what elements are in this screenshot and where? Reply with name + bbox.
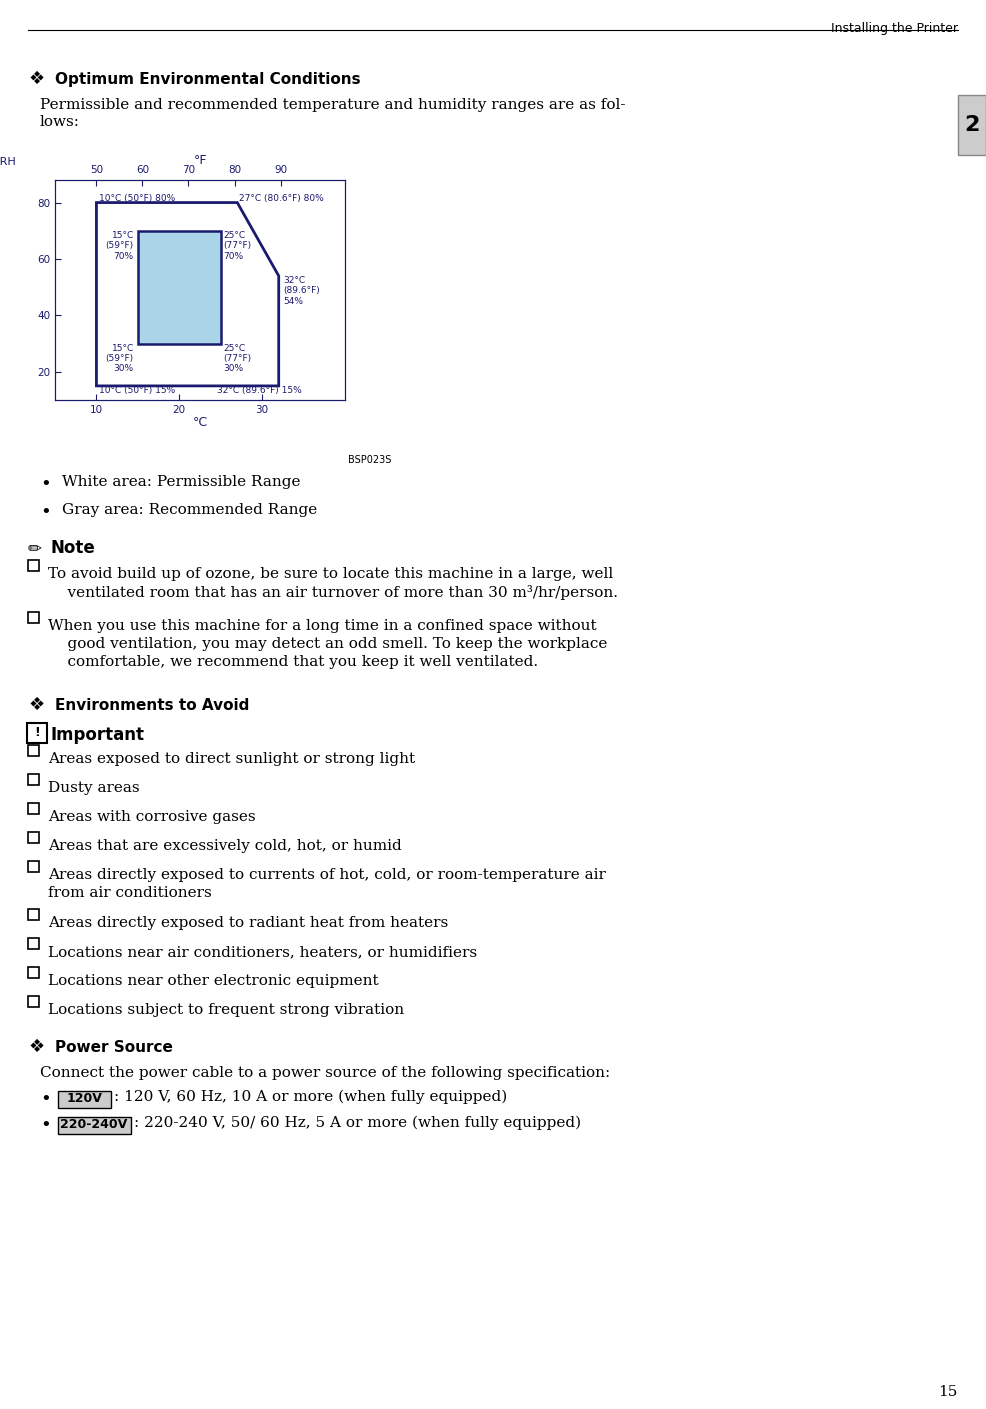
Y-axis label: %RH: %RH: [0, 156, 16, 166]
Text: ✏: ✏: [28, 540, 41, 557]
FancyBboxPatch shape: [28, 861, 39, 872]
Text: Areas that are excessively cold, hot, or humid: Areas that are excessively cold, hot, or…: [48, 838, 401, 852]
Text: 15°C
(59°F)
30%: 15°C (59°F) 30%: [106, 344, 134, 373]
FancyBboxPatch shape: [57, 1116, 130, 1133]
FancyBboxPatch shape: [28, 967, 39, 978]
Text: Installing the Printer: Installing the Printer: [831, 23, 958, 35]
Text: ❖: ❖: [28, 696, 44, 714]
Text: Gray area: Recommended Range: Gray area: Recommended Range: [62, 503, 317, 517]
Text: 220-240V: 220-240V: [60, 1119, 127, 1131]
Text: 25°C
(77°F)
30%: 25°C (77°F) 30%: [223, 344, 251, 373]
Text: : 120 V, 60 Hz, 10 A or more (when fully equipped): : 120 V, 60 Hz, 10 A or more (when fully…: [114, 1091, 507, 1105]
FancyBboxPatch shape: [28, 612, 39, 623]
Text: 120V: 120V: [66, 1092, 102, 1106]
FancyBboxPatch shape: [28, 745, 39, 757]
Text: 32°C
(89.6°F)
54%: 32°C (89.6°F) 54%: [283, 276, 319, 306]
Bar: [138, 231, 221, 344]
Text: 27°C (80.6°F) 80%: 27°C (80.6°F) 80%: [239, 193, 323, 203]
FancyBboxPatch shape: [27, 723, 47, 743]
Text: 15: 15: [939, 1385, 958, 1399]
Text: Locations near other electronic equipment: Locations near other electronic equipmen…: [48, 974, 379, 988]
X-axis label: °F: °F: [193, 154, 207, 166]
Text: Areas directly exposed to radiant heat from heaters: Areas directly exposed to radiant heat f…: [48, 916, 449, 930]
Text: 32°C (89.6°F) 15%: 32°C (89.6°F) 15%: [217, 386, 302, 395]
Text: 2: 2: [964, 116, 980, 135]
Text: ❖: ❖: [28, 1038, 44, 1055]
Polygon shape: [97, 203, 279, 386]
Text: Power Source: Power Source: [55, 1040, 173, 1055]
Text: Important: Important: [50, 726, 144, 744]
Text: 15°C
(59°F)
70%: 15°C (59°F) 70%: [106, 231, 134, 261]
Text: Note: Note: [50, 540, 95, 557]
Text: •: •: [40, 1116, 50, 1134]
Text: ❖: ❖: [28, 70, 44, 87]
Text: BSP023S: BSP023S: [348, 455, 391, 465]
Text: Areas directly exposed to currents of hot, cold, or room-temperature air
from ai: Areas directly exposed to currents of ho…: [48, 868, 605, 900]
Text: Areas exposed to direct sunlight or strong light: Areas exposed to direct sunlight or stro…: [48, 752, 415, 766]
FancyBboxPatch shape: [28, 559, 39, 571]
Text: !: !: [35, 727, 39, 740]
Text: 25°C
(77°F)
70%: 25°C (77°F) 70%: [223, 231, 251, 261]
Text: Locations near air conditioners, heaters, or humidifiers: Locations near air conditioners, heaters…: [48, 945, 477, 960]
Text: Environments to Avoid: Environments to Avoid: [55, 697, 249, 713]
Text: Optimum Environmental Conditions: Optimum Environmental Conditions: [55, 72, 361, 87]
Text: To avoid build up of ozone, be sure to locate this machine in a large, well
    : To avoid build up of ozone, be sure to l…: [48, 566, 618, 600]
Text: Areas with corrosive gases: Areas with corrosive gases: [48, 810, 255, 824]
Text: •: •: [40, 503, 50, 521]
Text: •: •: [40, 1091, 50, 1107]
Text: 10°C (50°F) 80%: 10°C (50°F) 80%: [99, 193, 176, 203]
Text: Connect the power cable to a power source of the following specification:: Connect the power cable to a power sourc…: [40, 1067, 610, 1081]
Text: Locations subject to frequent strong vibration: Locations subject to frequent strong vib…: [48, 1003, 404, 1017]
Text: 10°C (50°F) 15%: 10°C (50°F) 15%: [99, 386, 176, 395]
Text: •: •: [40, 475, 50, 493]
Text: Permissible and recommended temperature and humidity ranges are as fol-
lows:: Permissible and recommended temperature …: [40, 99, 625, 130]
FancyBboxPatch shape: [28, 803, 39, 814]
Text: White area: Permissible Range: White area: Permissible Range: [62, 475, 301, 489]
FancyBboxPatch shape: [28, 774, 39, 785]
FancyBboxPatch shape: [28, 996, 39, 1007]
FancyBboxPatch shape: [28, 909, 39, 920]
FancyBboxPatch shape: [28, 938, 39, 950]
FancyBboxPatch shape: [28, 831, 39, 843]
FancyBboxPatch shape: [958, 94, 986, 155]
Text: : 220-240 V, 50/ 60 Hz, 5 A or more (when fully equipped): : 220-240 V, 50/ 60 Hz, 5 A or more (whe…: [134, 1116, 581, 1130]
Text: Dusty areas: Dusty areas: [48, 781, 140, 795]
FancyBboxPatch shape: [57, 1091, 110, 1107]
Text: When you use this machine for a long time in a confined space without
    good v: When you use this machine for a long tim…: [48, 619, 607, 669]
X-axis label: °C: °C: [192, 416, 208, 430]
